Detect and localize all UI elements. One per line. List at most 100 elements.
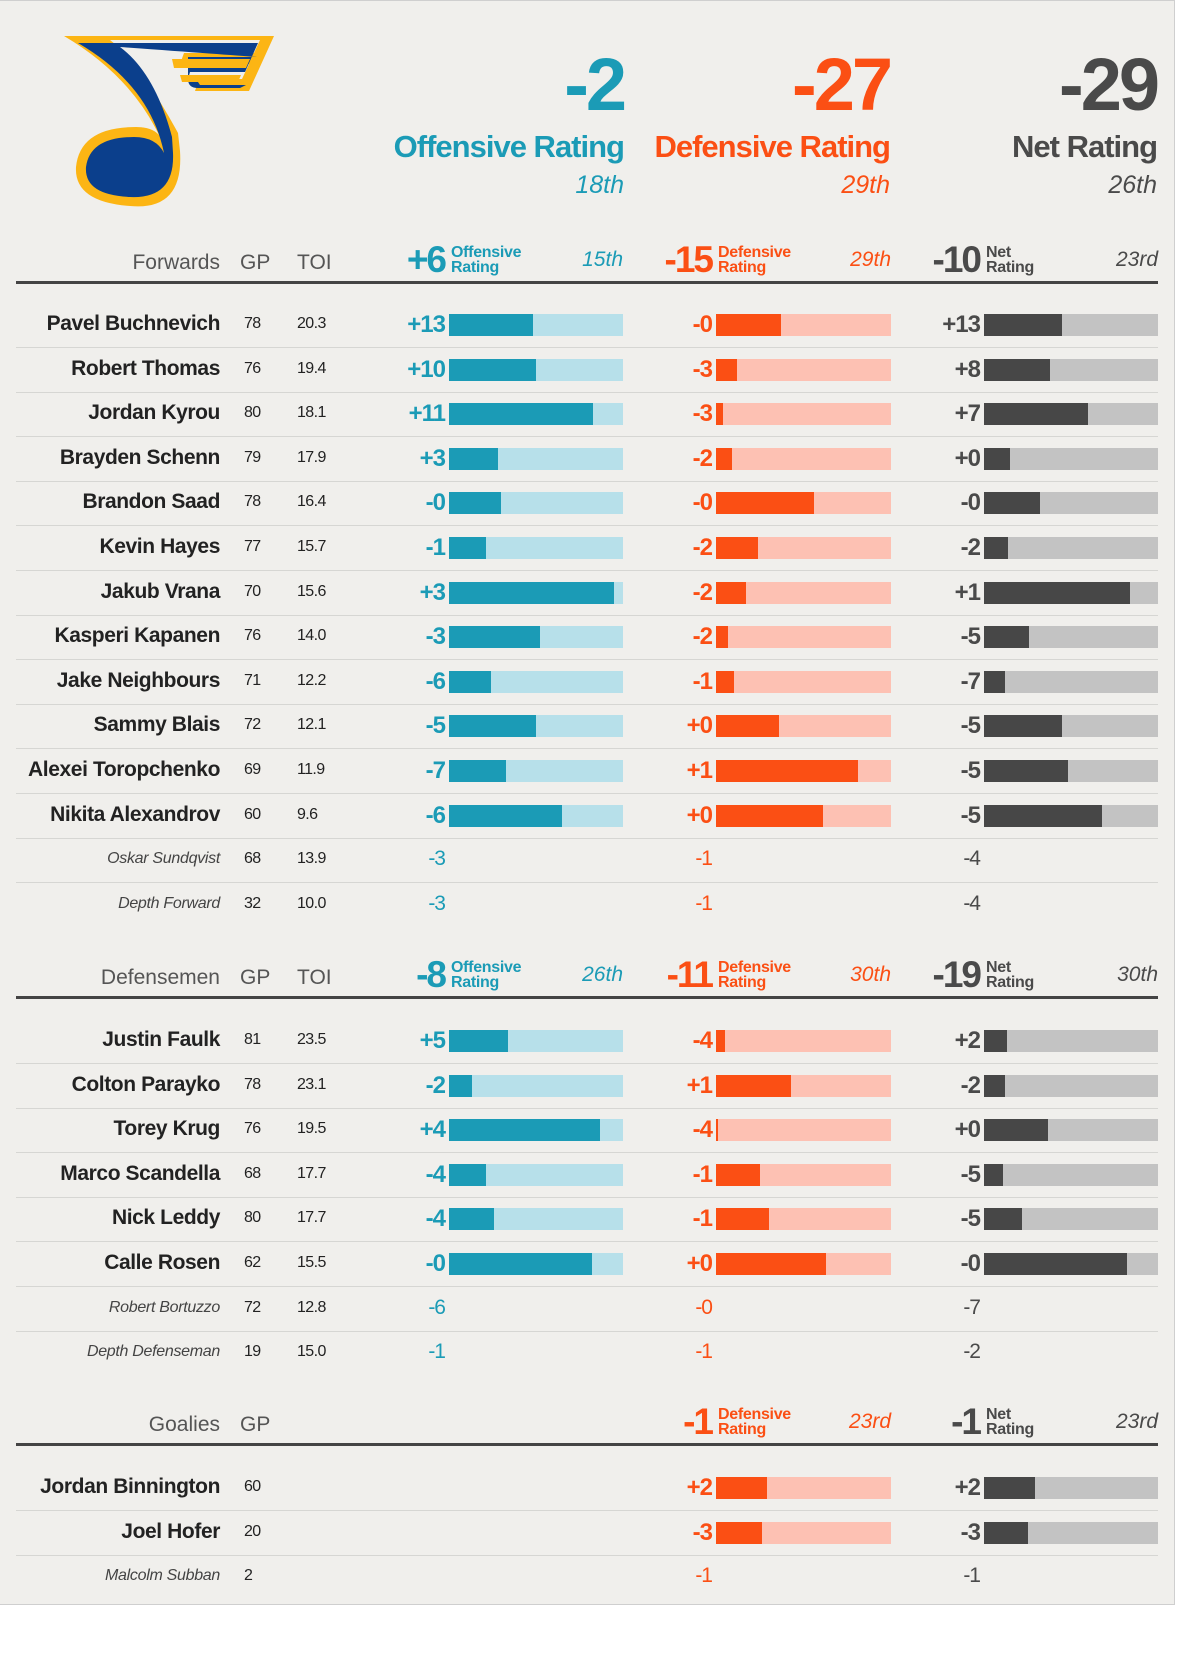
- toi-value: 15.5: [297, 1254, 326, 1271]
- net-mini-label: Net: [986, 1406, 1011, 1423]
- net-value: -5: [960, 623, 981, 651]
- def-bar-track: [716, 760, 891, 782]
- off-bar-track: [449, 1253, 623, 1275]
- gp-value: 78: [244, 493, 261, 511]
- toi-value: 20.3: [297, 315, 326, 332]
- offensive-rating-label: Offensive Rating: [393, 129, 625, 164]
- def-value: -2: [692, 623, 713, 651]
- net-value: -5: [960, 757, 981, 784]
- def-bar-fill: [716, 670, 734, 693]
- player-name: Torey Krug: [113, 1117, 221, 1141]
- def-value: -1: [692, 1160, 713, 1188]
- off-value: -1: [425, 534, 446, 561]
- player-name: Brayden Schenn: [59, 445, 221, 469]
- net-value: -5: [960, 801, 981, 829]
- def-bar-fill: [716, 1030, 725, 1052]
- net-bar-track: [984, 1253, 1158, 1275]
- off-value: -3: [428, 891, 446, 915]
- off-value: -1: [428, 1340, 446, 1364]
- row-separator: [16, 1152, 1158, 1154]
- net-value: +2: [954, 1474, 981, 1501]
- row-separator: [16, 748, 1158, 750]
- def-value: -4: [692, 1116, 713, 1144]
- def-bar-fill: [716, 715, 779, 738]
- def-value: -3: [692, 355, 713, 383]
- net-value: -5: [960, 1160, 981, 1188]
- gp-value: 68: [244, 1164, 261, 1182]
- def-value: +0: [686, 1250, 713, 1277]
- toi-value: 12.8: [297, 1298, 326, 1316]
- net-bar-fill: [984, 1253, 1127, 1275]
- net-bar-track: [984, 1163, 1158, 1186]
- net-value: -1: [963, 1564, 981, 1588]
- player-name: Alexei Toropchenko: [28, 758, 220, 781]
- row-separator: [16, 1510, 1158, 1511]
- def-bar-track: [716, 1074, 891, 1097]
- net-value: -5: [960, 712, 981, 740]
- off-value: +4: [419, 1116, 446, 1144]
- toi-value: 12.2: [297, 671, 326, 689]
- def-bar-fill: [716, 804, 823, 827]
- off-bar-track: [449, 581, 623, 604]
- player-name: Kevin Hayes: [99, 535, 220, 558]
- defensive-total: -15: [664, 239, 714, 280]
- net-bar-fill: [984, 670, 1005, 693]
- net-bar-fill: [984, 1521, 1028, 1544]
- off-bar-track: [449, 760, 623, 782]
- off-value: +11: [408, 400, 446, 428]
- def-bar-fill: [716, 492, 814, 515]
- gp-value: 60: [244, 805, 261, 823]
- defensive-mini-label-2: Rating: [718, 1421, 766, 1438]
- net-value: +8: [954, 355, 981, 383]
- off-value: -6: [428, 1295, 446, 1319]
- net-mini-label: Net: [986, 244, 1011, 261]
- def-value: -3: [692, 1518, 713, 1546]
- def-bar-fill: [716, 1477, 767, 1499]
- net-bar-track: [984, 447, 1158, 470]
- player-name: Oskar Sundqvist: [107, 850, 220, 868]
- net-value: -0: [960, 489, 981, 517]
- defensive-mini-label: Defensive: [718, 244, 791, 261]
- net-mini-label-2: Rating: [986, 974, 1034, 991]
- net-bar-track: [984, 670, 1158, 693]
- gp-header: GP: [240, 966, 271, 989]
- off-bar-fill: [449, 626, 540, 649]
- net-bar-fill: [984, 626, 1030, 649]
- off-bar-track: [449, 492, 623, 515]
- off-bar-fill: [449, 492, 502, 515]
- off-value: -7: [425, 757, 446, 784]
- offensive-total: +6: [406, 239, 447, 280]
- net-rank: 23rd: [1115, 1410, 1158, 1433]
- def-value: -1: [695, 1340, 713, 1364]
- net-bar-fill: [984, 1208, 1023, 1231]
- def-bar-fill: [716, 403, 723, 426]
- net-bar-track: [984, 403, 1158, 426]
- def-bar-track: [716, 715, 891, 738]
- off-bar-fill: [449, 1208, 495, 1231]
- offensive-rating-rank: 18th: [575, 171, 624, 199]
- net-rating-rank: 26th: [1108, 171, 1157, 199]
- def-value: +0: [686, 712, 713, 740]
- row-separator: [16, 391, 1158, 393]
- net-rank: 23rd: [1115, 248, 1158, 271]
- gp-value: 70: [244, 582, 261, 600]
- toi-value: 13.9: [297, 850, 326, 868]
- def-bar-fill: [716, 1253, 827, 1275]
- header-rule: [16, 281, 1158, 284]
- row-separator: [16, 793, 1158, 794]
- def-value: -3: [692, 400, 713, 428]
- off-bar-fill: [449, 715, 536, 738]
- row-separator: [16, 347, 1158, 348]
- gp-header: GP: [240, 251, 271, 274]
- defensive-mini-label-2: Rating: [718, 974, 766, 991]
- net-value: -2: [960, 1071, 981, 1099]
- row-separator: [16, 570, 1158, 571]
- off-value: +13: [407, 311, 446, 338]
- def-bar-track: [716, 670, 891, 693]
- net-bar-track: [984, 492, 1158, 515]
- gp-value: 69: [244, 761, 261, 778]
- off-value: -0: [425, 489, 446, 517]
- net-bar-track: [984, 1208, 1158, 1231]
- off-bar-fill: [449, 760, 507, 782]
- def-bar-fill: [716, 581, 746, 604]
